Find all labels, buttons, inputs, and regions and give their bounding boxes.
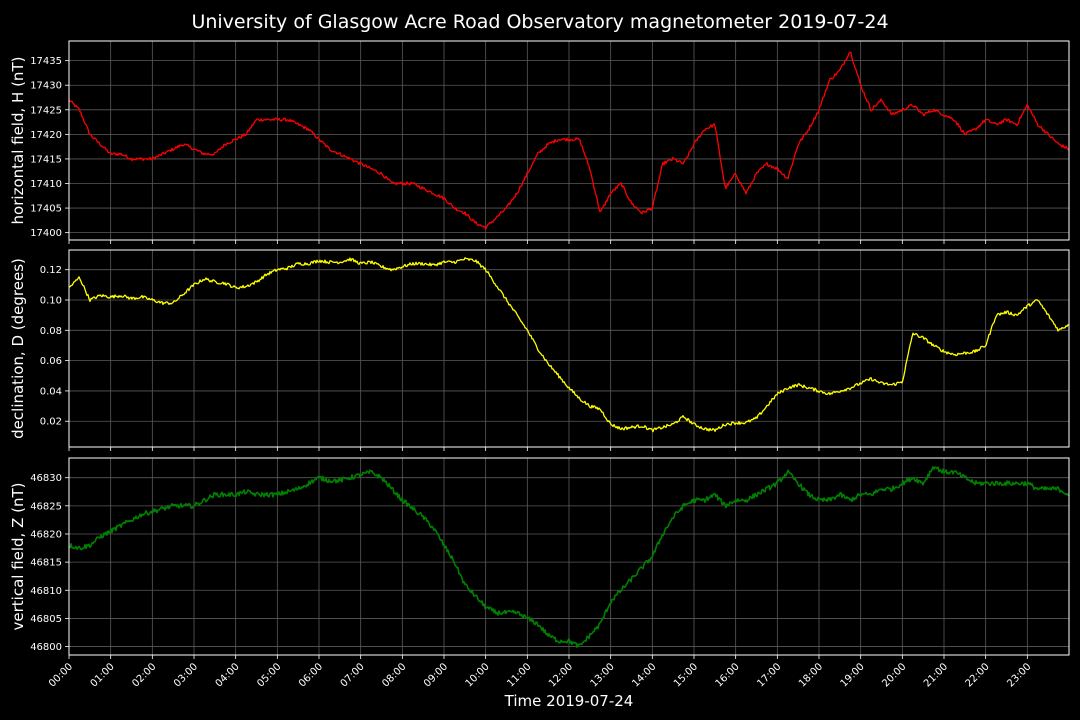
x-tick-label: 23:00 bbox=[1005, 661, 1033, 689]
declination-y-tick-label: 0.06 bbox=[40, 356, 62, 367]
x-tick-label: 07:00 bbox=[339, 661, 367, 689]
vertical-field-y-tick-label: 46820 bbox=[30, 529, 62, 540]
x-tick-label: 01:00 bbox=[89, 661, 117, 689]
x-axis-label: Time 2019-07-24 bbox=[504, 692, 634, 710]
vertical-field-y-tick-label: 46830 bbox=[30, 473, 62, 484]
declination-y-tick-label: 0.08 bbox=[40, 326, 62, 337]
x-tick-label: 19:00 bbox=[839, 661, 867, 689]
x-tick-label: 05:00 bbox=[255, 661, 283, 689]
horizontal-field-y-tick-label: 17410 bbox=[30, 179, 62, 190]
horizontal-field-y-tick-label: 17430 bbox=[30, 81, 62, 92]
vertical-field-panel: 46800 46805 46810 46815 46820 46825 46830verti… bbox=[9, 457, 1070, 659]
horizontal-field-frame bbox=[68, 40, 1070, 241]
x-tick-label: 00:00 bbox=[47, 661, 75, 689]
horizontal-field-y-tick-label: 17400 bbox=[30, 228, 62, 239]
x-tick-label: 08:00 bbox=[380, 661, 408, 689]
vertical-field-frame bbox=[68, 457, 1070, 656]
x-tick-label: 14:00 bbox=[630, 661, 658, 689]
x-tick-label: 11:00 bbox=[505, 661, 533, 689]
x-tick-label: 22:00 bbox=[964, 661, 992, 689]
x-tick-label: 15:00 bbox=[672, 661, 700, 689]
horizontal-field-panel: 17400 17405 17410 17415 17420 17425 17430 17435… bbox=[9, 40, 1070, 244]
x-tick-label: 16:00 bbox=[714, 661, 742, 689]
horizontal-field-y-axis-label: horizontal field, H (nT) bbox=[9, 57, 27, 225]
horizontal-field-y-tick-label: 17435 bbox=[30, 56, 62, 67]
vertical-field-y-tick-label: 46800 bbox=[30, 642, 62, 653]
horizontal-field-y-tick-label: 17405 bbox=[30, 204, 62, 215]
vertical-field-y-tick-label: 46815 bbox=[30, 558, 62, 569]
x-tick-label: 12:00 bbox=[547, 661, 575, 689]
declination-panel: 0.02 0.04 0.06 0.08 0.10 0.12 declination, D (… bbox=[9, 249, 1070, 451]
vertical-field-y-axis-label: vertical field, Z (nT) bbox=[9, 482, 27, 630]
x-tick-label: 04:00 bbox=[214, 661, 242, 689]
x-tick-label: 17:00 bbox=[755, 661, 783, 689]
vertical-field-y-tick-label: 46825 bbox=[30, 501, 62, 512]
chart-panels: 17400 17405 17410 17415 17420 17425 17430 17435… bbox=[9, 40, 1070, 690]
declination-series-line bbox=[68, 257, 1070, 433]
x-tick-label: 10:00 bbox=[464, 661, 492, 689]
x-tick-label: 09:00 bbox=[422, 661, 450, 689]
horizontal-field-y-tick-label: 17425 bbox=[30, 105, 62, 116]
declination-y-tick-label: 0.04 bbox=[40, 386, 62, 397]
vertical-field-y-tick-label: 46810 bbox=[30, 586, 62, 597]
x-tick-label: 06:00 bbox=[297, 661, 325, 689]
declination-y-tick-label: 0.10 bbox=[40, 296, 62, 307]
horizontal-field-series-line bbox=[68, 51, 1070, 230]
x-tick-label: 20:00 bbox=[880, 661, 908, 689]
x-tick-label: 18:00 bbox=[797, 661, 825, 689]
x-tick-label: 02:00 bbox=[130, 661, 158, 689]
declination-y-axis-label: declination, D (degrees) bbox=[9, 258, 27, 439]
x-tick-label: 13:00 bbox=[589, 661, 617, 689]
horizontal-field-y-tick-label: 17415 bbox=[30, 154, 62, 165]
declination-y-tick-label: 0.02 bbox=[40, 417, 62, 428]
vertical-field-series-line bbox=[68, 466, 1070, 648]
x-tick-label: 03:00 bbox=[172, 661, 200, 689]
horizontal-field-y-tick-label: 17420 bbox=[30, 130, 62, 141]
declination-y-tick-label: 0.12 bbox=[40, 265, 62, 276]
chart-title: University of Glasgow Acre Road Observat… bbox=[191, 11, 888, 33]
vertical-field-y-tick-label: 46805 bbox=[30, 614, 62, 625]
x-tick-label: 21:00 bbox=[922, 661, 950, 689]
declination-frame bbox=[68, 249, 1070, 448]
